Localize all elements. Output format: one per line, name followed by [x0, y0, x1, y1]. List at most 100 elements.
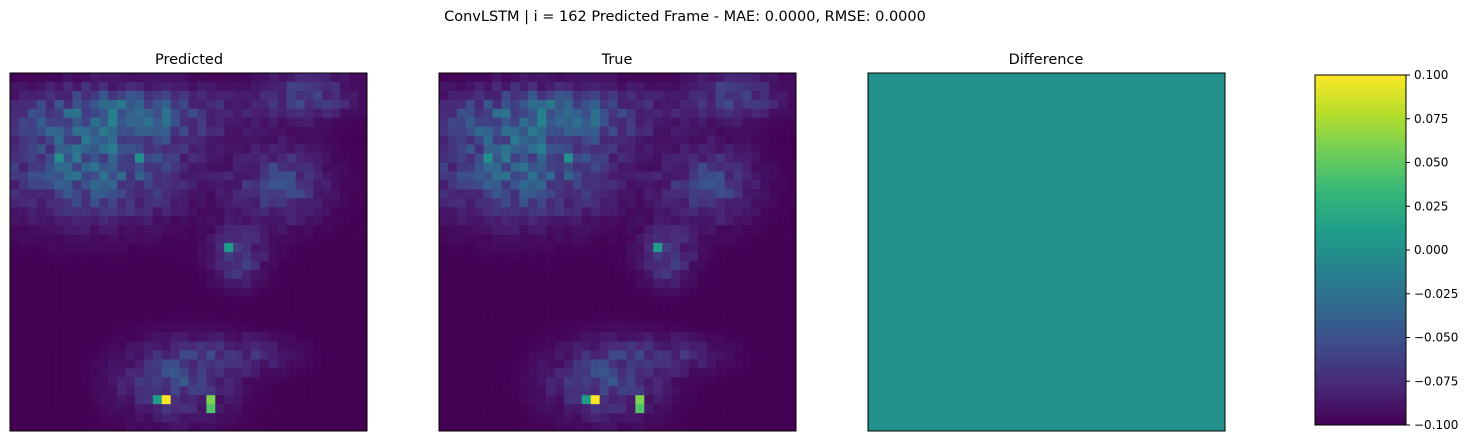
predicted-frame [9, 72, 368, 432]
predicted-cell [36, 189, 47, 199]
true-cell [465, 225, 475, 235]
predicted-cell [36, 216, 47, 226]
predicted-cell [179, 404, 189, 414]
predicted-cell [286, 350, 296, 360]
predicted-cell [161, 225, 171, 235]
predicted-cell [242, 198, 252, 208]
predicted-cell [126, 305, 136, 315]
true-cell [671, 314, 681, 324]
true-cell [787, 73, 797, 83]
true-cell [787, 216, 797, 226]
true-cell [599, 99, 609, 110]
predicted-cell [322, 144, 332, 154]
true-cell [555, 413, 565, 423]
true-cell [697, 314, 708, 324]
true-cell [492, 126, 502, 136]
predicted-cell [10, 278, 20, 289]
predicted-cell [233, 135, 243, 145]
predicted-cell [36, 332, 47, 342]
true-cell [563, 189, 574, 199]
predicted-cell [126, 413, 136, 423]
true-cell [769, 368, 779, 378]
predicted-cell [358, 252, 368, 262]
true-cell [483, 99, 493, 110]
true-cell [742, 296, 752, 306]
predicted-cell [161, 99, 171, 110]
predicted-cell [358, 126, 368, 136]
true-cell [581, 413, 592, 423]
true-cell [510, 296, 520, 306]
true-cell [653, 305, 663, 315]
predicted-cell [206, 216, 216, 226]
true-cell [456, 377, 467, 387]
predicted-cell [259, 90, 270, 101]
true-cell [769, 332, 779, 342]
predicted-cell [170, 216, 180, 226]
predicted-cell [250, 90, 261, 101]
true-cell [599, 90, 609, 101]
true-cell [474, 216, 484, 226]
predicted-cell [197, 144, 207, 154]
predicted-cell [170, 341, 180, 351]
predicted-cell [215, 162, 225, 172]
true-cell [662, 422, 672, 432]
true-cell [590, 207, 600, 217]
true-cell [546, 332, 556, 342]
true-cell [501, 269, 511, 280]
true-cell [769, 260, 779, 271]
predicted-cell [27, 198, 38, 208]
true-cell [644, 216, 654, 226]
predicted-cell [36, 323, 47, 333]
true-cell [787, 99, 797, 110]
predicted-cell [233, 404, 243, 414]
predicted-cell [215, 377, 225, 387]
predicted-cell [224, 386, 234, 396]
predicted-cell [134, 252, 145, 262]
predicted-cell [10, 368, 20, 378]
predicted-cell [206, 350, 216, 360]
predicted-cell [206, 296, 216, 306]
predicted-cell [215, 395, 225, 405]
predicted-cell [242, 189, 252, 199]
predicted-cell [18, 287, 29, 298]
predicted-cell [197, 404, 207, 414]
true-cell [644, 359, 654, 369]
true-cell [733, 207, 743, 217]
true-cell [492, 287, 502, 298]
predicted-cell [206, 395, 216, 405]
true-cell [590, 359, 600, 369]
predicted-cell [331, 198, 341, 208]
predicted-cell [27, 305, 38, 315]
true-cell [724, 386, 734, 396]
true-cell [769, 90, 779, 101]
predicted-cell [45, 413, 55, 423]
predicted-cell [313, 359, 323, 369]
true-cell [697, 305, 708, 315]
true-cell [679, 332, 690, 342]
predicted-cell [286, 314, 296, 324]
predicted-cell [117, 252, 127, 262]
true-cell [572, 386, 583, 396]
predicted-cell [18, 404, 29, 414]
true-cell [581, 117, 592, 127]
true-cell [679, 81, 690, 92]
true-cell [474, 359, 484, 369]
predicted-cell [349, 413, 359, 423]
true-cell [599, 287, 609, 298]
true-cell [501, 108, 511, 119]
true-cell [572, 189, 583, 199]
predicted-cell [161, 189, 171, 199]
true-cell [581, 162, 592, 172]
predicted-cell [358, 153, 368, 163]
true-cell [599, 305, 609, 315]
true-cell [447, 162, 458, 172]
predicted-cell [143, 108, 154, 119]
predicted-cell [126, 287, 136, 298]
predicted-cell [117, 368, 127, 378]
true-cell [599, 252, 609, 262]
true-cell [617, 287, 627, 298]
predicted-cell [36, 296, 47, 306]
true-cell [724, 359, 734, 369]
true-cell [653, 386, 663, 396]
predicted-cell [72, 332, 82, 342]
